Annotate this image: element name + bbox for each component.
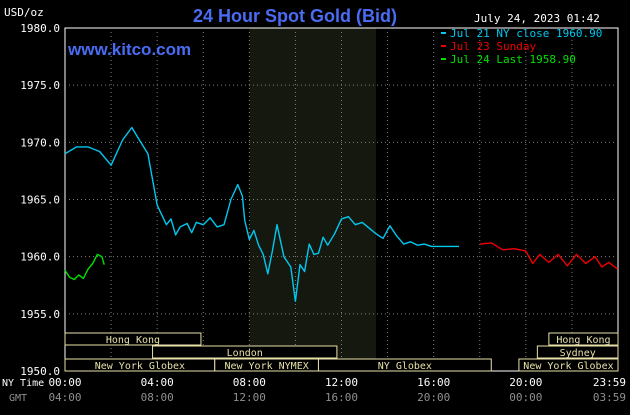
x-tick-label-gmt: 08:00 bbox=[141, 391, 174, 404]
series-line-3 bbox=[64, 253, 105, 281]
legend-swatch bbox=[441, 58, 446, 60]
legend-label: Jul 23 Sunday bbox=[450, 40, 536, 53]
session-label: NY Globex bbox=[378, 361, 432, 372]
session-box bbox=[548, 332, 619, 346]
y-tick-label: 1965.0 bbox=[20, 194, 60, 207]
session-label: New York Globex bbox=[95, 361, 185, 372]
ny-time-label: NY Time bbox=[2, 378, 44, 389]
session-label: New York Globex bbox=[523, 361, 613, 372]
grid-layer bbox=[64, 27, 619, 372]
x-tick-label-gmt: 04:00 bbox=[48, 391, 81, 404]
x-tick-label-gmt: 03:59 bbox=[593, 391, 626, 404]
y-tick-label: 1960.0 bbox=[20, 251, 60, 264]
y-tick-label: 1970.0 bbox=[20, 136, 60, 149]
session-box bbox=[317, 358, 492, 372]
legend-swatch bbox=[441, 45, 446, 47]
website-label: www.kitco.com bbox=[67, 40, 191, 59]
x-tick-label-ny: 08:00 bbox=[233, 376, 266, 389]
x-tick-label-ny: 20:00 bbox=[509, 376, 542, 389]
session-box bbox=[536, 345, 619, 359]
series-layer bbox=[64, 126, 619, 302]
y-tick-label: 1950.0 bbox=[20, 365, 60, 378]
highlight-band-layer bbox=[249, 28, 377, 371]
x-tick-label-gmt: 20:00 bbox=[417, 391, 450, 404]
nymex-highlight-band bbox=[249, 28, 377, 371]
x-tick-label-ny: 23:59 bbox=[593, 376, 626, 389]
series-line-1 bbox=[64, 126, 459, 302]
session-label: New York NYMEX bbox=[224, 361, 308, 372]
session-label: Hong Kong bbox=[106, 335, 160, 346]
x-tick-label-ny: 00:00 bbox=[48, 376, 81, 389]
y-tick-label: 1955.0 bbox=[20, 308, 60, 321]
x-tick-label-gmt: 00:00 bbox=[509, 391, 542, 404]
session-label: Hong Kong bbox=[556, 335, 610, 346]
x-tick-label-gmt: 16:00 bbox=[325, 391, 358, 404]
gmt-label: GMT bbox=[9, 393, 27, 404]
chart-title: 24 Hour Spot Gold (Bid) bbox=[193, 6, 397, 26]
date-stamp: July 24, 2023 01:42 bbox=[474, 12, 600, 25]
session-box bbox=[518, 358, 619, 372]
market-sessions: Hong Kong London New York Globex New York N… bbox=[64, 332, 619, 372]
x-tick-label-ny: 12:00 bbox=[325, 376, 358, 389]
x-tick-label-ny: 04:00 bbox=[141, 376, 174, 389]
session-label: London bbox=[227, 348, 263, 359]
session-label: Sydney bbox=[560, 348, 596, 359]
legend-label: Jul 21 NY close 1960.90 bbox=[450, 27, 602, 40]
axis-layer: 1980.0 1975.0 1970.0 1965.0 1960.0 1955.0 1950… bbox=[2, 22, 626, 404]
x-tick-label-gmt: 12:00 bbox=[233, 391, 266, 404]
legend-swatch bbox=[441, 32, 446, 34]
y-tick-label: 1975.0 bbox=[20, 79, 60, 92]
legend-label: Jul 24 Last 1958.90 bbox=[450, 53, 576, 66]
series-line-2 bbox=[479, 242, 619, 270]
x-tick-label-ny: 16:00 bbox=[417, 376, 450, 389]
session-box bbox=[152, 345, 338, 359]
y-axis-unit: USD/oz bbox=[4, 6, 44, 19]
session-box bbox=[64, 332, 202, 346]
y-tick-label: 1980.0 bbox=[20, 22, 60, 35]
